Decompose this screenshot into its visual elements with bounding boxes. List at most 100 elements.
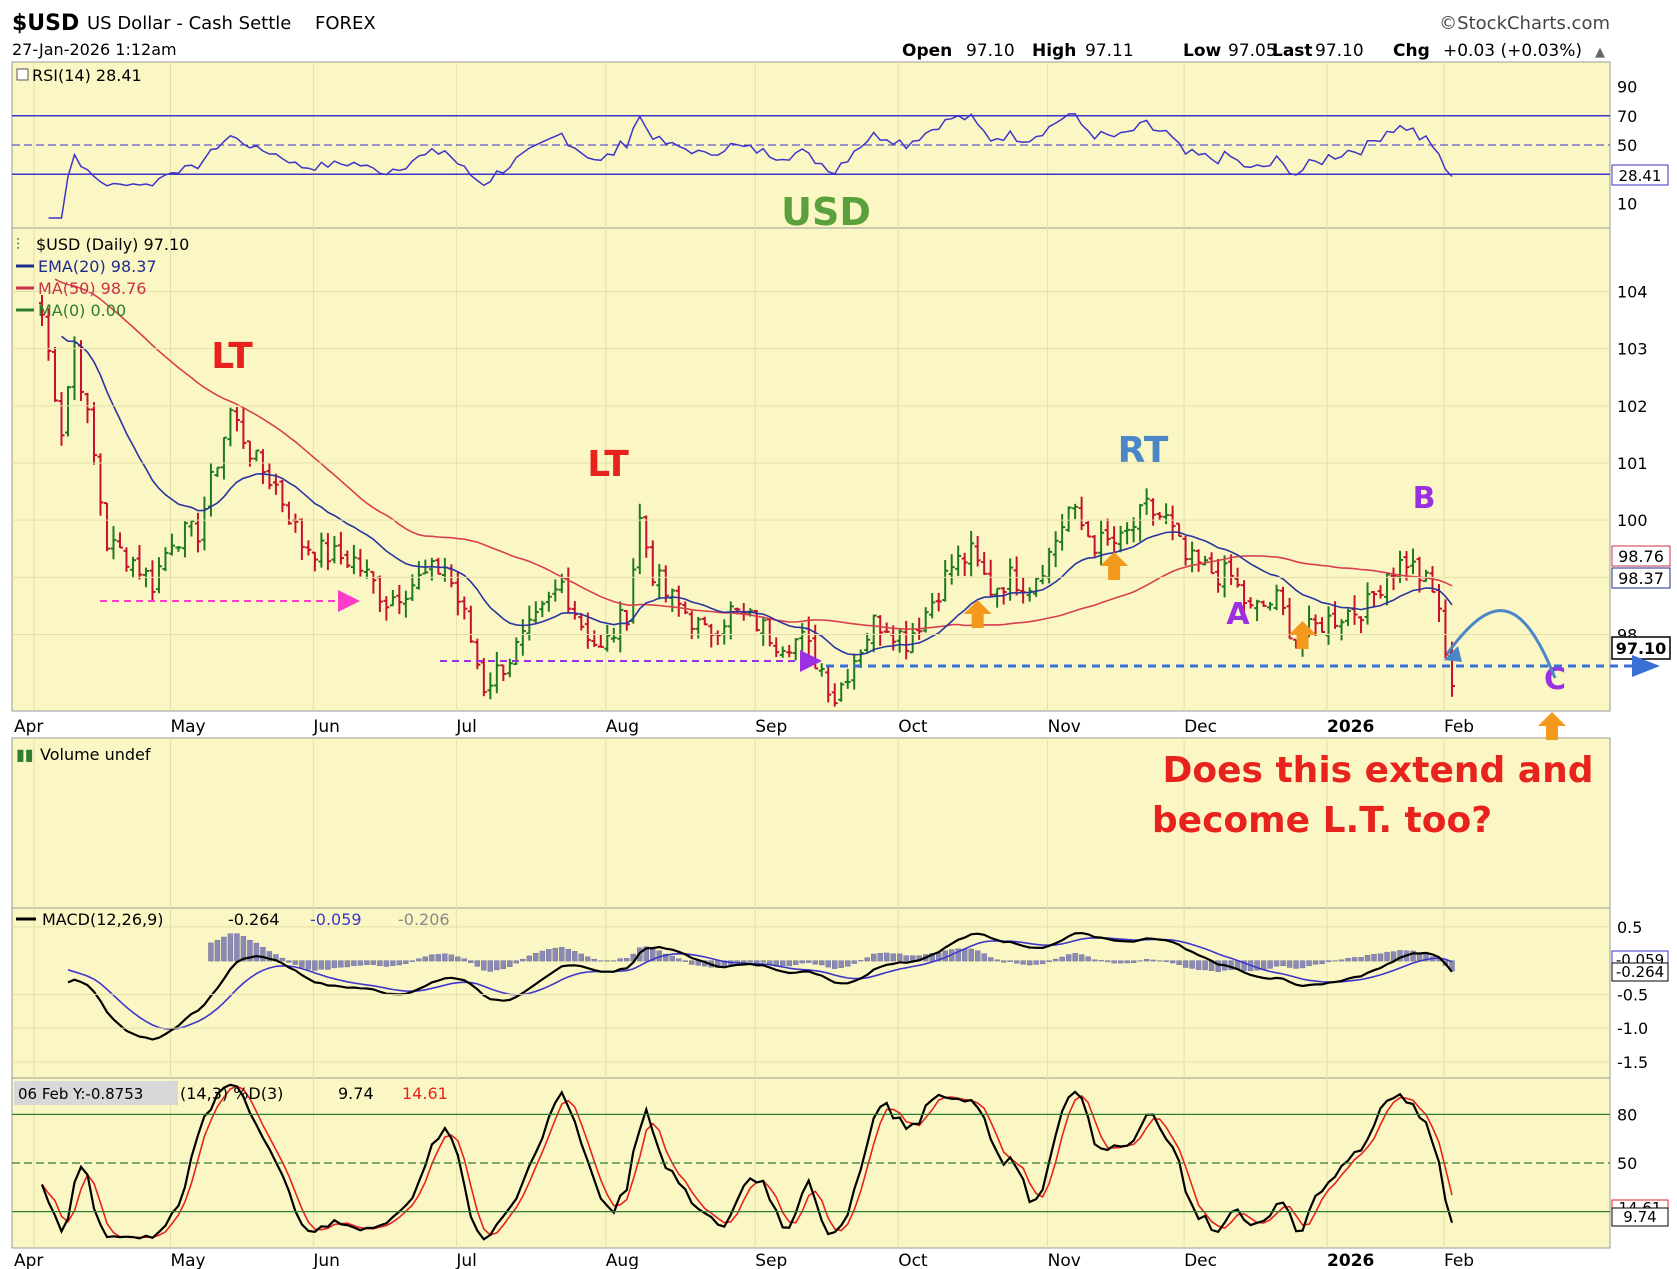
macd-tick-label: -1.0 — [1617, 1019, 1648, 1038]
symbol-title: $USD — [12, 11, 79, 36]
macd-histogram-bar — [1410, 950, 1416, 962]
macd-legend: MACD(12,26,9) -0.264 -0.059 -0.206 — [16, 910, 450, 929]
ohlc-legend-icon: ⫶ — [16, 235, 20, 254]
ohlc-bar — [636, 503, 643, 575]
ohlc-bar — [1130, 517, 1137, 543]
wave-c-label: C — [1544, 662, 1566, 697]
ohlc-bar — [1098, 520, 1105, 566]
ohlc-bar — [864, 632, 871, 653]
macd-histogram-bar — [546, 949, 552, 962]
ohlc-bar — [1176, 522, 1183, 538]
macd-histogram-bar — [208, 942, 214, 962]
price-legend: ⫶ $USD (Daily) 97.10 EMA(20) 98.37 MA(50… — [16, 235, 189, 320]
price-axis: 1041031021011009998 — [12, 282, 1648, 645]
macd-histogram-bar — [1059, 956, 1065, 962]
ohlc-bar — [1228, 554, 1235, 586]
macd-histogram-bar — [1169, 960, 1176, 964]
open-value: 97.10 — [966, 41, 1015, 61]
ohlc-bar — [90, 402, 97, 465]
macd-histogram-bar — [1117, 960, 1124, 964]
x-tick-label-top: Sep — [755, 717, 787, 737]
ohlc-bar — [552, 579, 559, 602]
macd-legend-v3: -0.206 — [398, 910, 450, 929]
macd-histogram-bar — [981, 953, 987, 962]
ohlc-bar — [675, 585, 682, 617]
x-tick-label-top: Apr — [14, 717, 43, 737]
ohlc-bar — [942, 560, 949, 602]
low-label: Low — [1183, 41, 1222, 61]
macd-histogram-bar — [845, 960, 851, 967]
macd-histogram-bar — [1000, 960, 1007, 963]
macd-histogram-bar — [500, 960, 507, 970]
ohlc-bar — [1026, 587, 1033, 602]
ohlc-bar — [1338, 619, 1345, 641]
ohlc-bar — [578, 612, 585, 631]
macd-histogram-bar — [1260, 960, 1267, 970]
macd-histogram-bar — [1026, 960, 1033, 966]
ohlc-bar — [461, 596, 468, 620]
macd-tick-label: -1.5 — [1617, 1053, 1648, 1072]
macd-histogram-bar — [1306, 960, 1312, 967]
orange-up-arrow-icon — [1100, 552, 1129, 580]
macd-histogram-bar — [663, 953, 669, 962]
macd-histogram-bar — [260, 947, 266, 962]
ohlc-bar — [994, 587, 1001, 608]
ohlc-bar — [1208, 552, 1215, 575]
macd-histogram-bar — [1358, 957, 1364, 962]
macd-histogram-bar — [1078, 954, 1085, 962]
ma0-legend-text: MA(0) 0.00 — [38, 301, 126, 320]
macd-histogram-bar — [851, 960, 857, 964]
macd-histogram-bar — [1007, 960, 1013, 962]
ohlc-bar — [1091, 535, 1098, 557]
macd-histogram-bar — [825, 960, 831, 968]
rsi-tick-label: 50 — [1617, 136, 1637, 155]
macd-histogram-bar — [1267, 960, 1273, 969]
ohlc-bar — [981, 551, 988, 575]
x-tick-label-top: Nov — [1048, 717, 1081, 737]
ohlc-bar — [136, 545, 143, 580]
macd-histogram-bar — [1156, 960, 1163, 962]
macd-histogram-bar — [1345, 957, 1351, 962]
macd-histogram-bar — [968, 948, 974, 962]
rsi-axis: 90 70 50 10 — [1617, 78, 1637, 214]
macd-histogram-bar — [1189, 960, 1195, 969]
ohlc-bar — [844, 668, 851, 689]
ohlc-bar — [435, 557, 442, 575]
macd-histogram-bar — [364, 960, 370, 965]
x-tick-label-bottom: Aug — [606, 1251, 639, 1269]
ohlc-bar — [760, 617, 767, 646]
ohlc-bar — [1033, 577, 1040, 597]
ohlc-bar — [1286, 597, 1293, 640]
ema-legend-text: EMA(20) 98.37 — [38, 257, 157, 276]
ohlc-bar — [1195, 549, 1202, 572]
macd-histogram-bar — [877, 953, 883, 962]
x-axis-top: Apr May Jun Jul Aug Sep Oct Nov Dec 2026 Feb — [14, 717, 1474, 737]
macd-histogram-bar — [689, 960, 695, 965]
macd-histogram-bar — [305, 960, 312, 970]
ohlc-bar — [1156, 512, 1163, 520]
lt-label-1: LT — [211, 336, 253, 377]
macd-histogram-bar — [1319, 960, 1325, 964]
stoch-legend-v1: 9.74 — [338, 1084, 374, 1103]
brand-logo: ©StockCharts.com — [1439, 13, 1610, 34]
price-panel — [11, 227, 1611, 712]
macd-histogram-bar — [292, 960, 299, 965]
ohlc-bar — [1078, 496, 1085, 531]
ohlc-bar — [58, 392, 65, 446]
ohlc-bar — [682, 601, 689, 615]
x-tick-label-top: Oct — [898, 717, 928, 737]
ohlc-bar — [266, 463, 273, 490]
ohlc-bar — [773, 637, 780, 658]
ohlc-bar — [604, 624, 611, 652]
projection-arrow-icon — [1444, 646, 1462, 662]
ohlc-bar — [961, 552, 968, 577]
macd-histogram-bar — [552, 947, 559, 962]
macd-histogram-bar — [1039, 960, 1046, 965]
stoch-d-line — [41, 1085, 1453, 1239]
ohlc-bar — [454, 571, 461, 616]
price-legend-text: $USD (Daily) 97.10 — [36, 235, 189, 254]
ohlc-bar — [1416, 556, 1423, 593]
macd-tick-label: 0.5 — [1617, 918, 1642, 937]
macd-panel — [11, 907, 1611, 1079]
x-tick-label-top: Dec — [1184, 717, 1217, 737]
